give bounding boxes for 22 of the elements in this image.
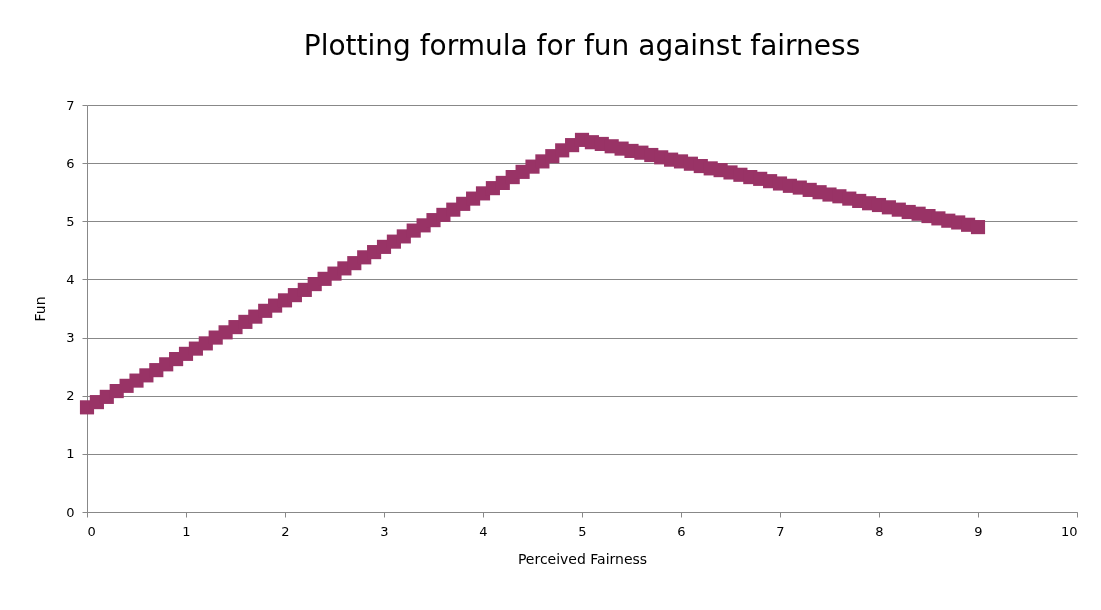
x-tick-label: 8 bbox=[875, 523, 884, 539]
y-tick-label: 3 bbox=[66, 330, 75, 346]
y-tick-label: 2 bbox=[66, 388, 75, 404]
y-tick-label: 1 bbox=[66, 446, 75, 462]
x-axis-title: Perceived Fairness bbox=[517, 550, 648, 567]
y-tick-label: 4 bbox=[66, 271, 75, 287]
y-axis-title: Fun bbox=[32, 296, 49, 322]
x-tick-label: 10 bbox=[1060, 523, 1078, 539]
x-tick-label: 0 bbox=[87, 523, 96, 539]
x-tick-label: 5 bbox=[578, 523, 587, 539]
x-tick-label: 7 bbox=[776, 523, 785, 539]
chart-title: Plotting formula for fun against fairness bbox=[303, 29, 861, 62]
y-tick-label: 7 bbox=[66, 97, 75, 113]
x-tick-label: 2 bbox=[281, 523, 290, 539]
x-tick-label: 6 bbox=[677, 523, 686, 539]
x-tick-label: 9 bbox=[974, 523, 983, 539]
y-tick-label: 0 bbox=[66, 504, 75, 520]
y-tick-label: 5 bbox=[66, 213, 75, 229]
x-tick-label: 4 bbox=[479, 523, 488, 539]
x-tick-label: 3 bbox=[380, 523, 389, 539]
x-tick-label: 1 bbox=[182, 523, 191, 539]
y-tick-label: 6 bbox=[66, 155, 75, 171]
